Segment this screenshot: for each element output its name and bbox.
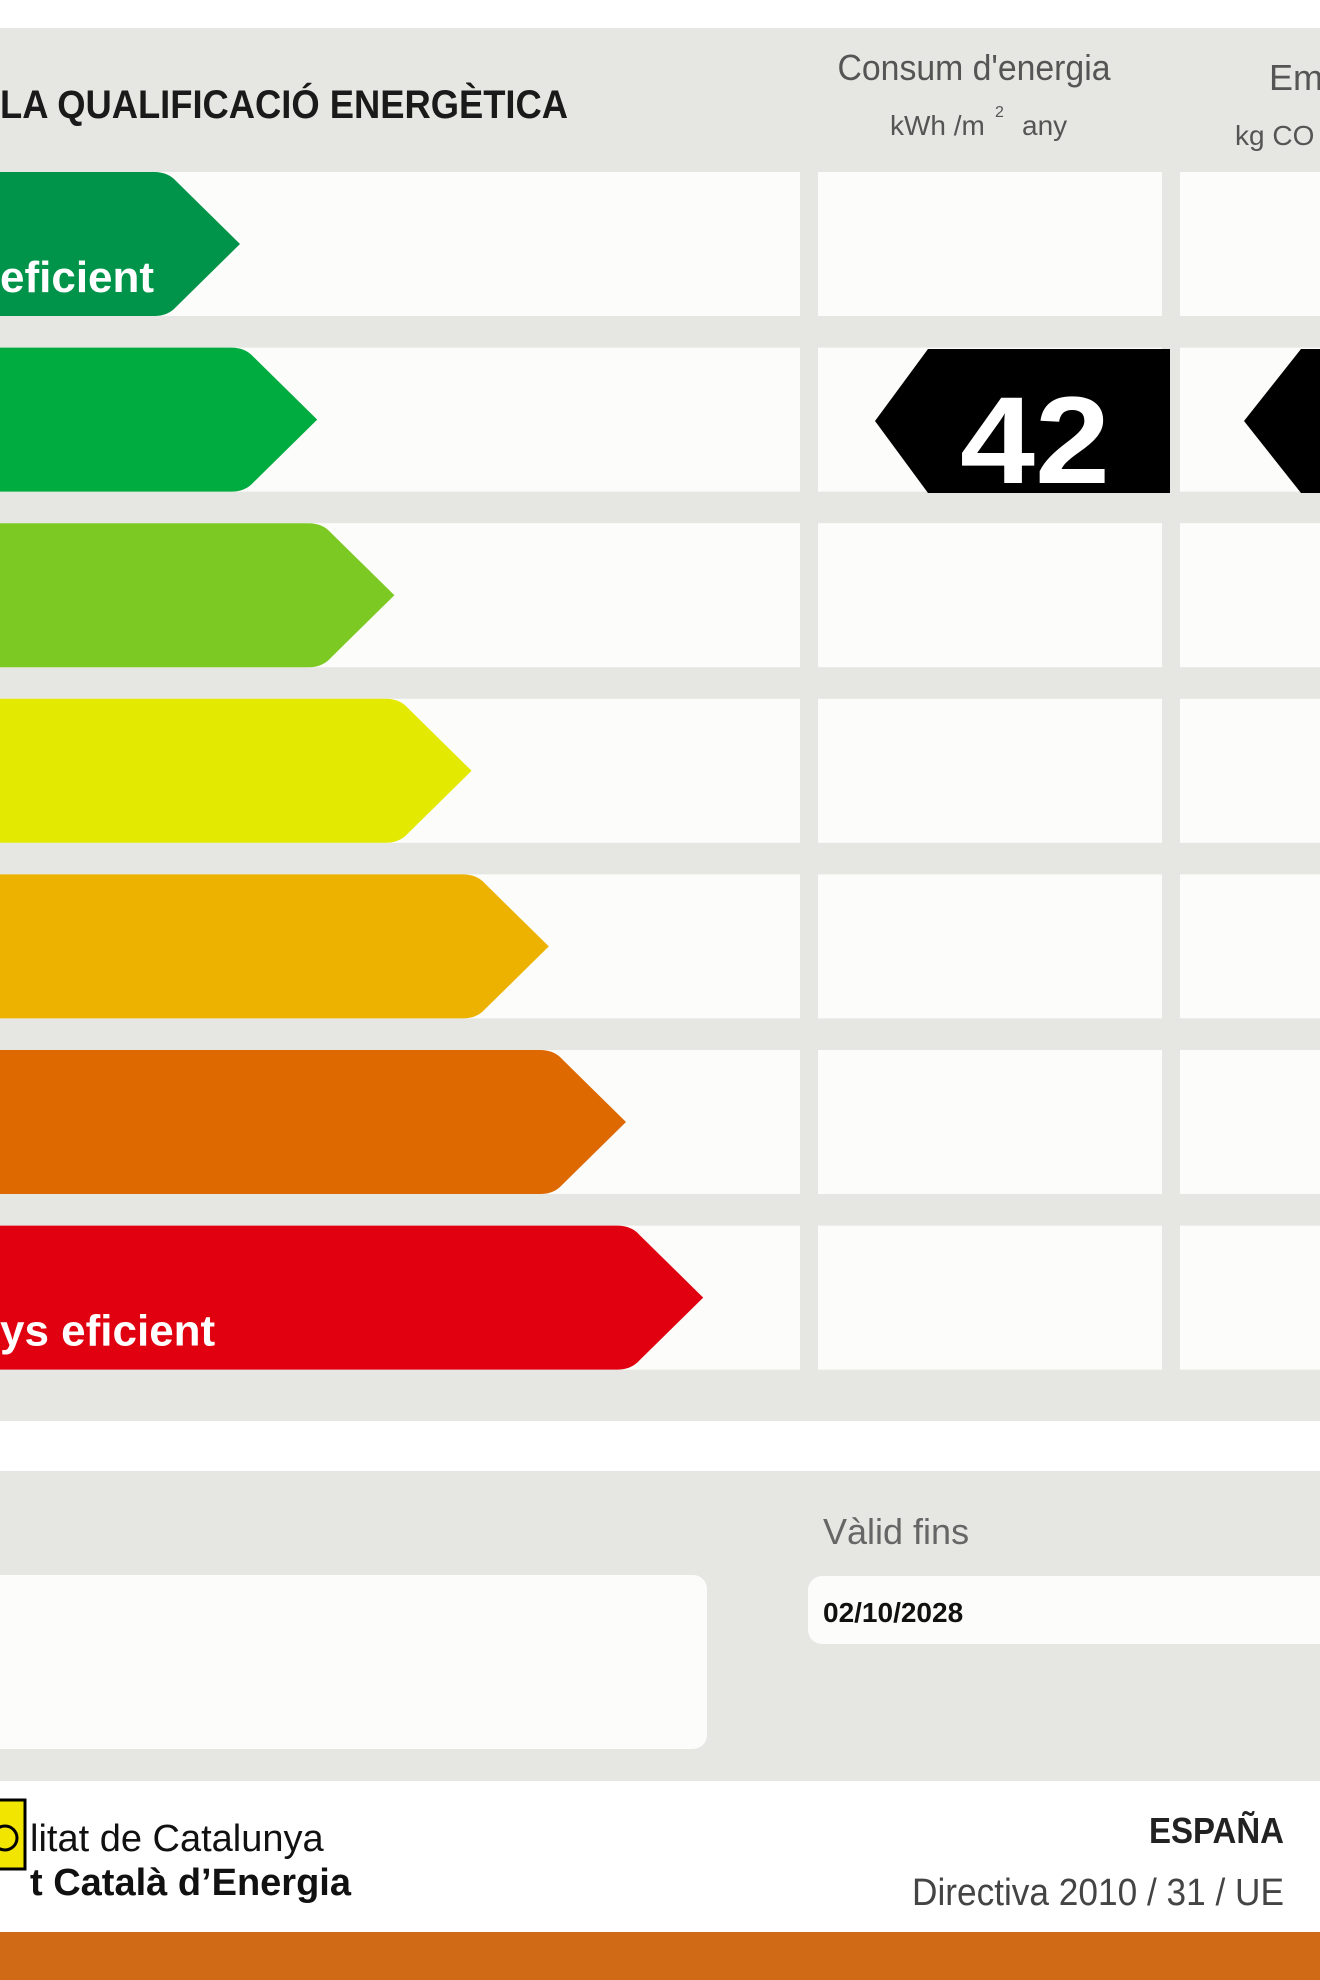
energy-cell (818, 1225, 1162, 1370)
rating-arrow (0, 698, 472, 843)
logo-mark (0, 1824, 19, 1852)
validity-label: Vàlid fins (823, 1511, 969, 1552)
rating-arrow (0, 874, 549, 1019)
column-title: Em (1269, 57, 1320, 98)
column-unit: kWh /m (890, 110, 985, 141)
rating-arrow (0, 1050, 626, 1194)
column-unit-sup: 2 (995, 104, 1004, 121)
energy-cell (818, 172, 1162, 316)
rating-arrow (0, 347, 318, 492)
org-line: t Català d’Energia (30, 1862, 352, 1904)
rating-arrow (0, 523, 395, 668)
scale-bottom-label: ys eficient (0, 1307, 216, 1356)
emissions-cell (1180, 698, 1320, 843)
energy-cell (818, 874, 1162, 1019)
bottom-bar (0, 1932, 1320, 1980)
directive: Directiva 2010 / 31 / UE (912, 1872, 1284, 1914)
country: ESPAÑA (1149, 1809, 1284, 1851)
energy-badge (875, 349, 1170, 493)
energy-value: 42 (960, 372, 1110, 510)
logo (0, 1798, 27, 1871)
column-unit: any (1022, 110, 1067, 141)
rating-arrow (0, 172, 240, 316)
validity-date: 02/10/2028 (823, 1597, 963, 1628)
emissions-cell (1180, 1050, 1320, 1194)
energy-cell (818, 523, 1162, 668)
emissions-cell (1180, 874, 1320, 1019)
energy-cell (818, 1050, 1162, 1194)
rows (0, 172, 1320, 1370)
column-title: Consum d'energia (838, 47, 1112, 88)
emissions-cell (1180, 172, 1320, 316)
info-box (0, 1575, 707, 1749)
emissions-cell (1180, 1225, 1320, 1370)
column-unit: kg CO (1235, 120, 1314, 151)
org-line: litat de Catalunya (30, 1818, 324, 1860)
emissions-cell (1180, 523, 1320, 668)
rating-arrow (0, 1225, 704, 1370)
scale-top-label: eficient (0, 253, 154, 302)
emissions-badge (1244, 349, 1320, 493)
energy-cell (818, 698, 1162, 843)
title: LA QUALIFICACIÓ ENERGÈTICA (0, 81, 568, 127)
date-box (808, 1576, 1320, 1644)
